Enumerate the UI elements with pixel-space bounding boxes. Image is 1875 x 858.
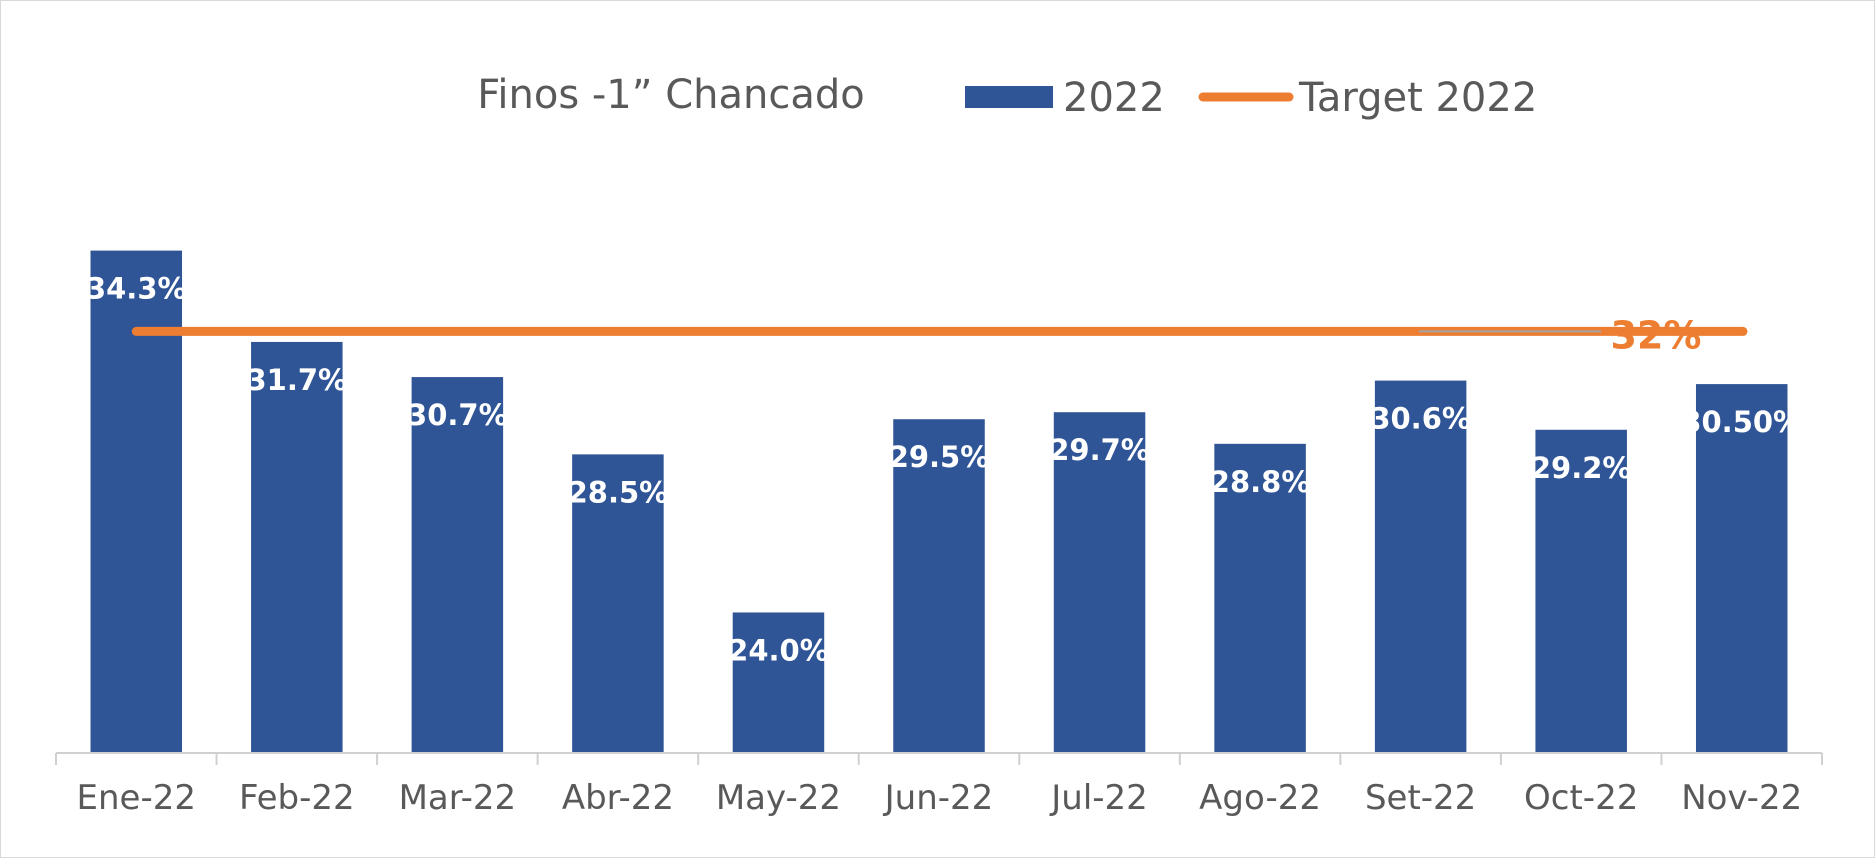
bar-ago-22 <box>1214 443 1306 753</box>
data-label-jul-22: 29.7% <box>1049 433 1150 467</box>
bar-nov-22 <box>1695 384 1788 753</box>
legend-series-label: 2022 <box>1063 75 1165 121</box>
data-label-abr-22: 28.5% <box>568 475 669 509</box>
x-tick-label-ago-22: Ago-22 <box>1199 778 1321 818</box>
data-label-set-22: 30.6% <box>1370 402 1471 436</box>
target-data-label: 32% <box>1611 313 1702 357</box>
x-tick-label-oct-22: Oct-22 <box>1524 778 1638 818</box>
bar-feb-22 <box>251 341 343 753</box>
data-label-ago-22: 28.8% <box>1210 465 1311 499</box>
legend-target-label: Target 2022 <box>1298 75 1537 121</box>
x-tick-label-feb-22: Feb-22 <box>239 778 355 818</box>
data-label-mar-22: 30.7% <box>407 398 508 432</box>
x-axis: Ene-22 Feb-22 Mar-22 Abr-22 May-22 Jun-22 Jul-… <box>55 752 1823 818</box>
bar-oct-22 <box>1535 429 1627 753</box>
x-tick-label-jul-22: Jul-22 <box>1049 778 1148 818</box>
x-tick-label-abr-22: Abr-22 <box>562 778 674 818</box>
x-tick-label-ene-22: Ene-22 <box>77 778 196 818</box>
data-labels-layer: 34.3% 31.7% 30.7% 28.5% 24.0% 29.5% 29.7% 28.8%… <box>86 272 1802 668</box>
legend-bar-swatch <box>965 86 1053 108</box>
data-label-ene-22: 34.3% <box>86 272 187 306</box>
bar-jun-22 <box>893 419 985 753</box>
data-label-feb-22: 31.7% <box>247 363 348 397</box>
bar-mar-22 <box>411 377 504 753</box>
bars-layer <box>90 250 1788 754</box>
data-label-nov-22: 30.50% <box>1681 405 1802 439</box>
x-tick-label-nov-22: Nov-22 <box>1681 778 1802 818</box>
bar-jul-22 <box>1053 412 1146 753</box>
data-label-may-22: 24.0% <box>728 633 829 667</box>
target-layer: 32% <box>131 313 1748 357</box>
bar-set-22 <box>1374 380 1467 753</box>
data-label-oct-22: 29.2% <box>1531 451 1632 485</box>
bar-may-22 <box>732 612 825 753</box>
x-tick-label-jun-22: Jun-22 <box>883 778 994 818</box>
x-tick-label-set-22: Set-22 <box>1365 778 1476 818</box>
x-tick-label-mar-22: Mar-22 <box>399 778 517 818</box>
bar-ene-22 <box>90 250 183 754</box>
bar-abr-22 <box>572 454 664 753</box>
data-label-jun-22: 29.5% <box>889 440 990 474</box>
x-tick-label-may-22: May-22 <box>716 778 841 818</box>
chart-title: Finos -1” Chancado <box>477 72 864 118</box>
